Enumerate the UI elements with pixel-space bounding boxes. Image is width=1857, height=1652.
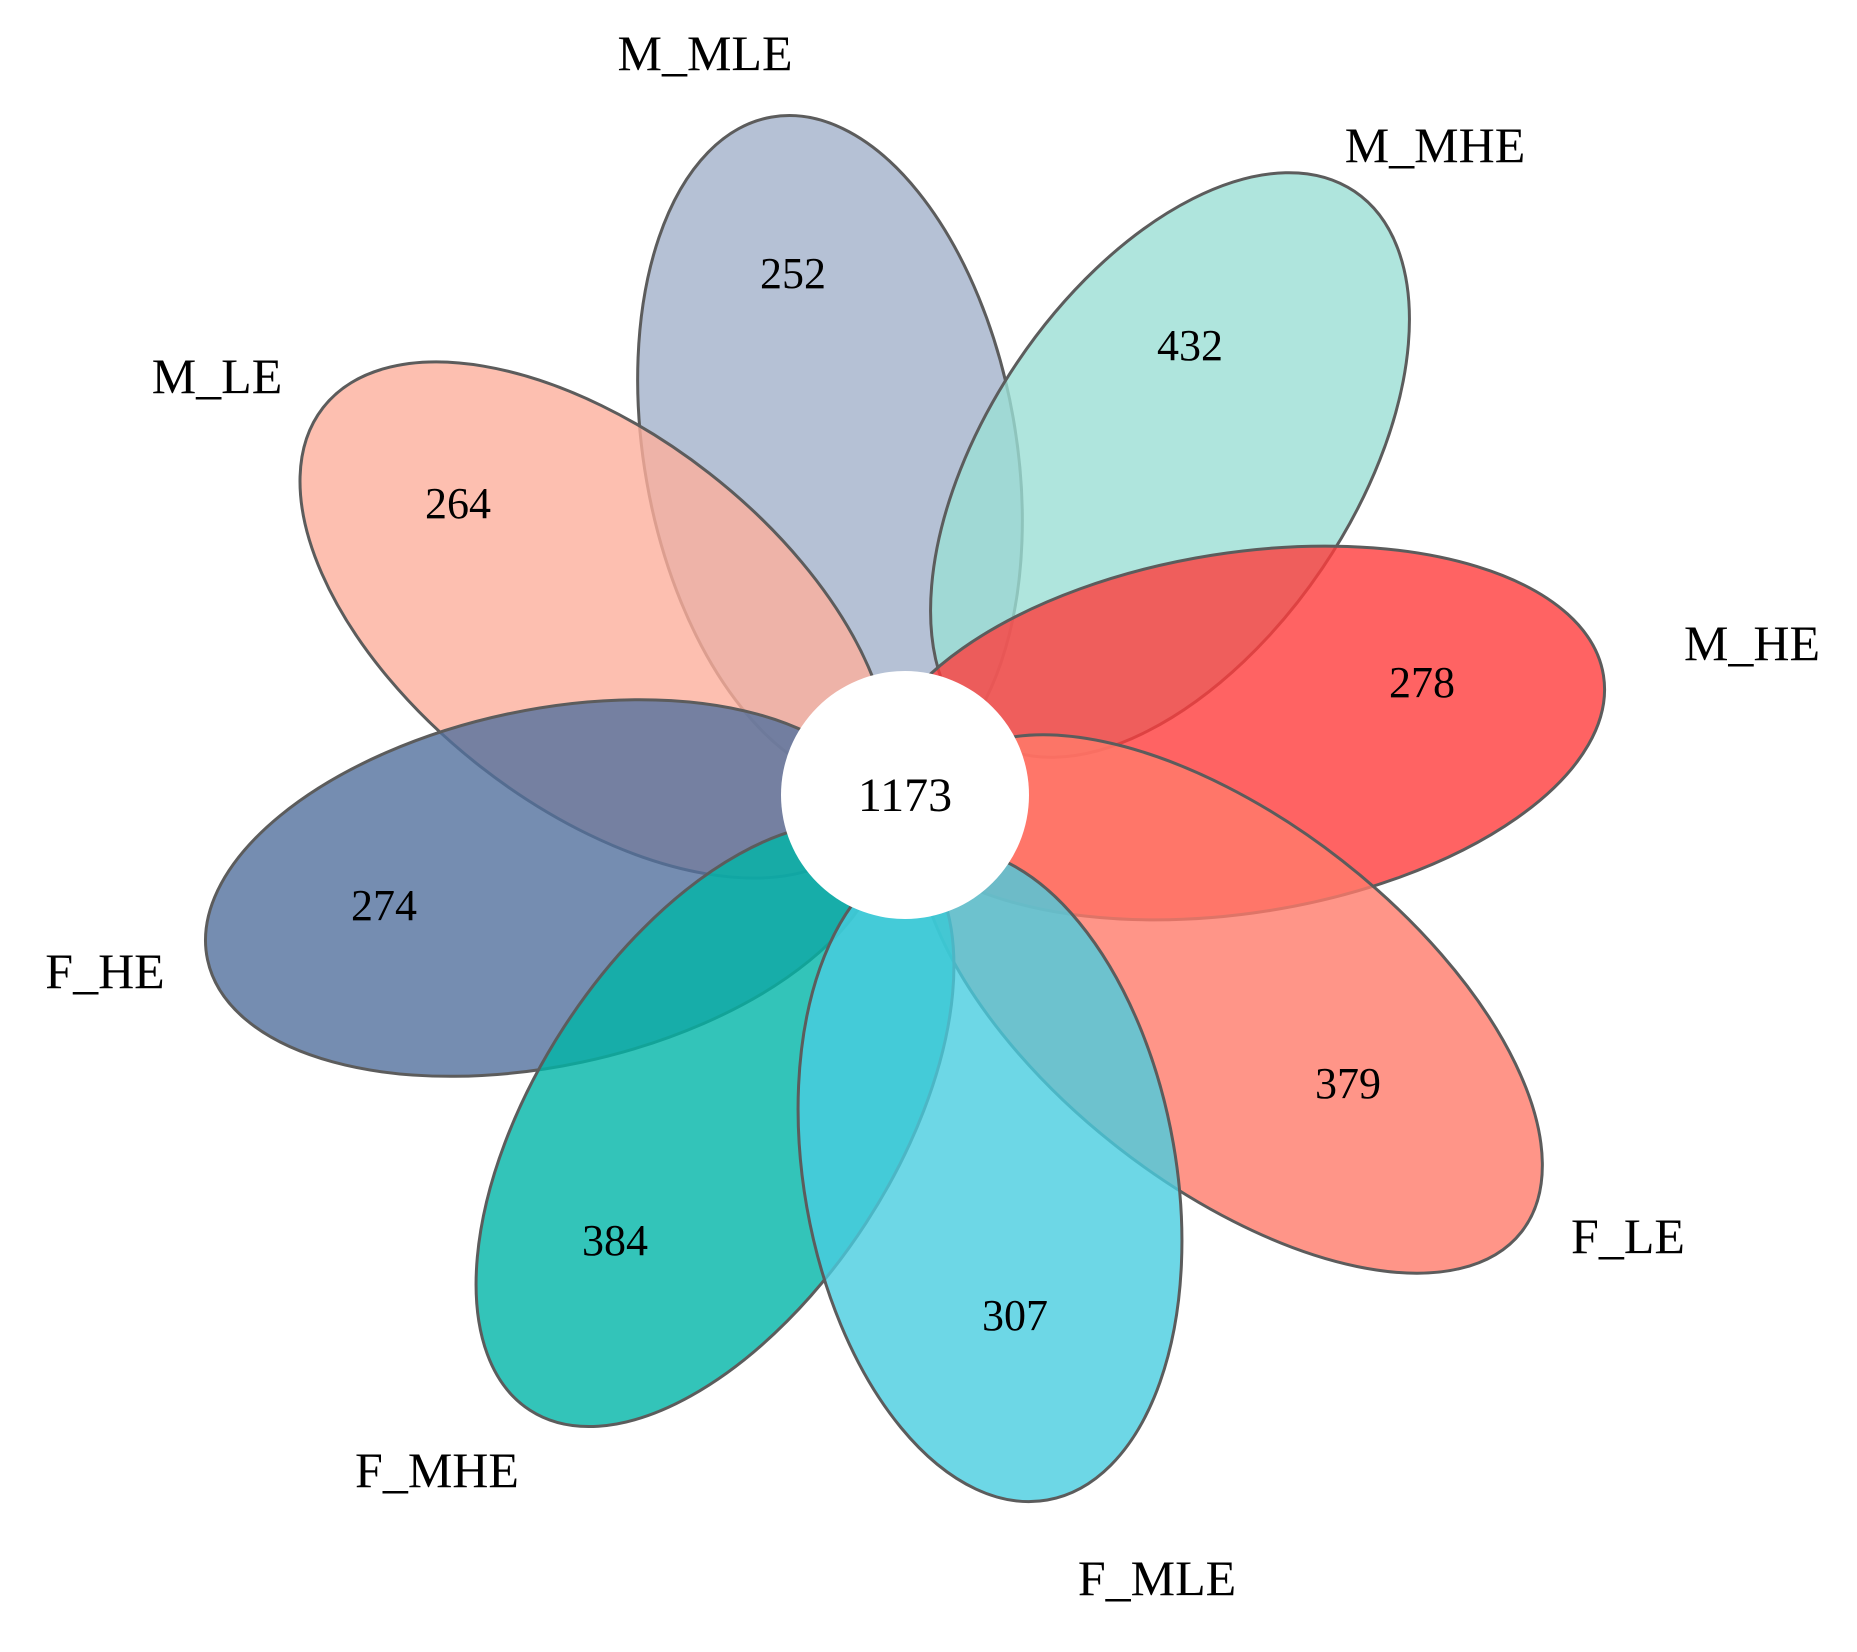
center-core — [781, 671, 1029, 919]
petals — [204, 114, 1607, 1504]
count-m-he: 278 — [1389, 658, 1455, 707]
label-f-he: F_HE — [45, 943, 164, 999]
label-m-mle: M_MLE — [618, 25, 793, 81]
count-m-le: 264 — [425, 479, 491, 528]
count-f-mle: 307 — [982, 1291, 1048, 1340]
petal-counts: 252 432 264 278 274 379 384 307 — [351, 249, 1455, 1340]
count-f-he: 274 — [351, 881, 417, 930]
petal-labels: M_MLE M_MHE M_LE M_HE F_HE F_LE F_MHE F_… — [45, 25, 1820, 1606]
count-m-mle: 252 — [760, 249, 826, 298]
label-m-he: M_HE — [1684, 615, 1820, 671]
count-f-mhe: 384 — [582, 1216, 648, 1265]
label-m-le: M_LE — [152, 348, 283, 404]
count-m-mhe: 432 — [1157, 321, 1223, 370]
label-f-mle: F_MLE — [1078, 1550, 1236, 1606]
label-f-mhe: F_MHE — [355, 1442, 519, 1498]
label-m-mhe: M_MHE — [1345, 117, 1526, 173]
center-count: 1173 — [858, 769, 952, 822]
count-f-le: 379 — [1315, 1059, 1381, 1108]
label-f-le: F_LE — [1571, 1208, 1685, 1264]
